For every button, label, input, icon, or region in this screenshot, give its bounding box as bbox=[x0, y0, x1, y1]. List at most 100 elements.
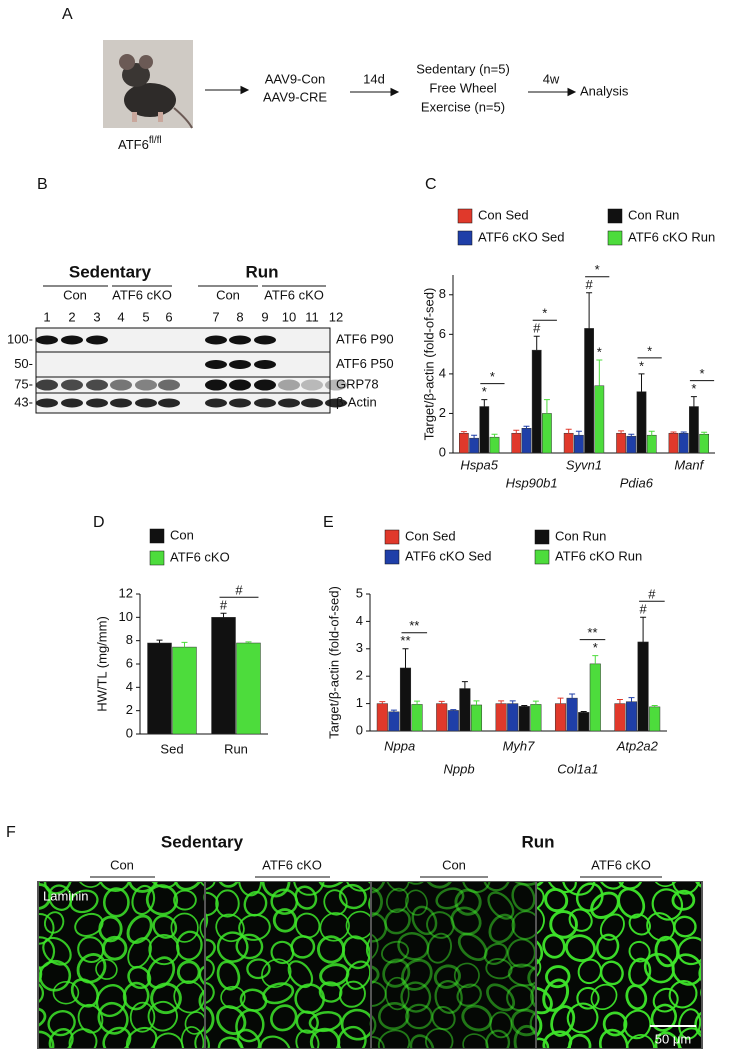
myofiber-outline bbox=[125, 1026, 158, 1048]
myofiber-outline bbox=[409, 1034, 435, 1048]
myofiber-outline bbox=[568, 1033, 592, 1048]
myofiber-outline bbox=[450, 906, 482, 936]
myofiber-outline bbox=[77, 1003, 104, 1034]
blot-strip bbox=[35, 351, 331, 378]
x-tick-label: Myh7 bbox=[503, 738, 536, 753]
myofiber-outline bbox=[206, 1030, 210, 1048]
legend-swatch bbox=[384, 549, 400, 565]
myofiber-outline bbox=[47, 1010, 76, 1037]
significance-marker: # bbox=[585, 277, 593, 292]
subgroup-label: Con bbox=[110, 857, 134, 872]
error-bar bbox=[461, 681, 468, 689]
myofiber-outline bbox=[435, 887, 465, 910]
myofiber-outline bbox=[294, 885, 318, 910]
row-label: ATF6 P90 bbox=[336, 331, 394, 346]
myofiber-outline bbox=[102, 935, 128, 961]
x-tick-label: Run bbox=[224, 741, 248, 756]
myofiber-outline bbox=[39, 1030, 55, 1048]
y-tick-label: 0 bbox=[439, 444, 446, 459]
myofiber-outline bbox=[576, 986, 600, 1010]
myofiber-outline bbox=[511, 882, 535, 912]
myofiber-outline bbox=[513, 1024, 535, 1048]
lane-number: 2 bbox=[68, 309, 75, 324]
micrograph bbox=[372, 882, 535, 1048]
bar bbox=[521, 428, 532, 454]
error-bar bbox=[513, 429, 520, 434]
error-bar bbox=[523, 425, 530, 429]
myofiber-outline bbox=[625, 984, 648, 1011]
lane-number: 9 bbox=[261, 309, 268, 324]
blot-band bbox=[205, 335, 227, 345]
myofiber-outline bbox=[549, 910, 578, 939]
myofiber-outline bbox=[602, 1011, 628, 1037]
myofiber-outline bbox=[372, 882, 386, 894]
panel-label: C bbox=[425, 176, 437, 193]
myofiber-outline bbox=[423, 882, 455, 889]
blot-band bbox=[205, 398, 227, 408]
step-text: Free Wheel bbox=[429, 80, 496, 95]
myofiber-outline bbox=[456, 983, 482, 1007]
myofiber-outline bbox=[206, 1005, 215, 1035]
lane-number: 6 bbox=[165, 309, 172, 324]
y-axis-label: HW/TL (mg/mm) bbox=[94, 616, 109, 712]
myofiber-outline bbox=[206, 938, 216, 961]
myofiber-outline bbox=[678, 1008, 701, 1040]
myofiber-outline bbox=[235, 1008, 265, 1043]
myofiber-outline bbox=[382, 958, 411, 988]
blot-band bbox=[86, 398, 108, 408]
myofiber-outline bbox=[617, 887, 646, 919]
blot-band bbox=[278, 398, 300, 408]
error-bar bbox=[690, 396, 697, 407]
myofiber-outline bbox=[651, 888, 684, 921]
myofiber-outline bbox=[372, 912, 388, 943]
myofiber-outline bbox=[270, 888, 299, 915]
significance-marker: * bbox=[593, 640, 598, 655]
subgroup-label: ATF6 cKO bbox=[591, 857, 651, 872]
comparison-label: * bbox=[542, 306, 547, 321]
myofiber-outline bbox=[453, 962, 480, 989]
myofiber-outline bbox=[698, 958, 701, 989]
y-tick-label: 6 bbox=[126, 655, 133, 670]
myofiber-outline bbox=[216, 960, 241, 991]
blot-band bbox=[254, 360, 276, 369]
myofiber-outline bbox=[694, 1008, 701, 1040]
error-bar bbox=[481, 399, 488, 407]
group-title: Sedentary bbox=[161, 832, 244, 851]
myofiber-outline bbox=[544, 887, 569, 913]
legend-swatch bbox=[607, 230, 623, 246]
lane-number: 12 bbox=[329, 309, 343, 324]
myofiber-outline bbox=[199, 915, 204, 943]
myofiber-outline bbox=[454, 888, 482, 916]
myofiber-outline bbox=[529, 1009, 535, 1040]
group-title: Run bbox=[521, 832, 554, 851]
y-tick-label: 8 bbox=[439, 286, 446, 301]
comparison-label: ** bbox=[409, 618, 419, 633]
comparison-label: * bbox=[647, 343, 652, 358]
bar bbox=[574, 434, 584, 454]
myofiber-outline bbox=[550, 1005, 576, 1037]
error-bar bbox=[450, 709, 457, 711]
myofiber-outline bbox=[127, 937, 152, 969]
bar bbox=[459, 432, 469, 454]
mw-marker: 100- bbox=[7, 331, 33, 346]
error-bar bbox=[379, 701, 386, 704]
y-tick-label: 2 bbox=[356, 668, 363, 683]
myofiber-outline bbox=[595, 933, 620, 960]
myofiber-outline bbox=[270, 1004, 298, 1032]
blot-band bbox=[36, 335, 58, 345]
myofiber-outline bbox=[48, 884, 73, 911]
subgroup-label: Con bbox=[442, 857, 466, 872]
myofiber-outline bbox=[129, 1001, 156, 1033]
bar bbox=[594, 385, 605, 454]
blot-band bbox=[254, 398, 276, 408]
bar bbox=[411, 704, 423, 732]
panel-label: D bbox=[93, 514, 105, 531]
mw-marker: 50- bbox=[14, 356, 33, 371]
bar bbox=[566, 697, 578, 732]
myofiber-outline bbox=[198, 986, 204, 1016]
significance-marker: # bbox=[639, 602, 647, 617]
myofiber-outline bbox=[384, 908, 411, 935]
bar bbox=[563, 432, 574, 454]
myofiber-outline bbox=[206, 908, 209, 936]
